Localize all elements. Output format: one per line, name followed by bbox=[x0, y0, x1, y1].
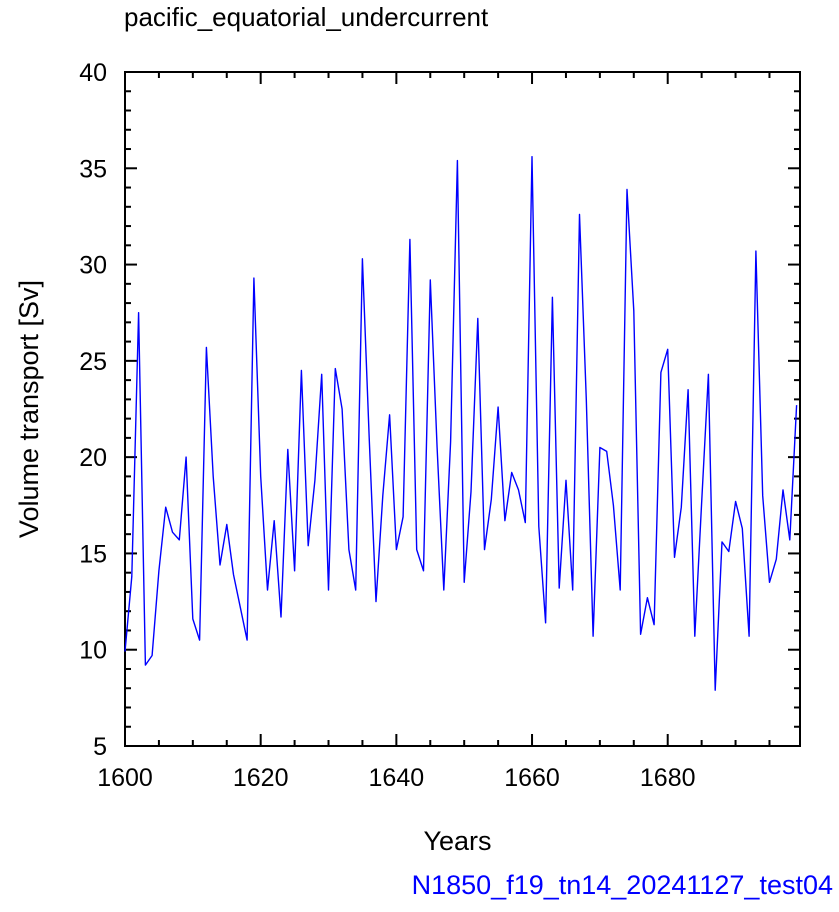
y-tick-label: 10 bbox=[79, 637, 107, 665]
y-tick-label: 30 bbox=[79, 252, 107, 280]
plot-frame bbox=[124, 71, 801, 747]
y-tick-label: 15 bbox=[79, 540, 107, 568]
y-axis-label: Volume transport [Sv] bbox=[14, 280, 44, 538]
run-id-caption: N1850_f19_tn14_20241127_test04 bbox=[411, 870, 833, 900]
y-tick-label: 5 bbox=[93, 733, 107, 761]
x-tick-label: 1660 bbox=[504, 764, 560, 792]
y-tick-label: 25 bbox=[79, 348, 107, 376]
y-tick-label: 40 bbox=[79, 59, 107, 87]
chart-title: pacific_equatorial_undercurrent bbox=[124, 2, 489, 32]
x-tick-label: 1620 bbox=[233, 764, 289, 792]
x-tick-label: 1640 bbox=[369, 764, 425, 792]
x-tick-label: 1600 bbox=[97, 764, 153, 792]
series-line bbox=[124, 155, 798, 691]
y-tick-label: 20 bbox=[79, 444, 107, 472]
y-tick-label: 35 bbox=[79, 155, 107, 183]
x-tick-label: 1680 bbox=[640, 764, 696, 792]
x-axis-label: Years bbox=[423, 826, 491, 856]
